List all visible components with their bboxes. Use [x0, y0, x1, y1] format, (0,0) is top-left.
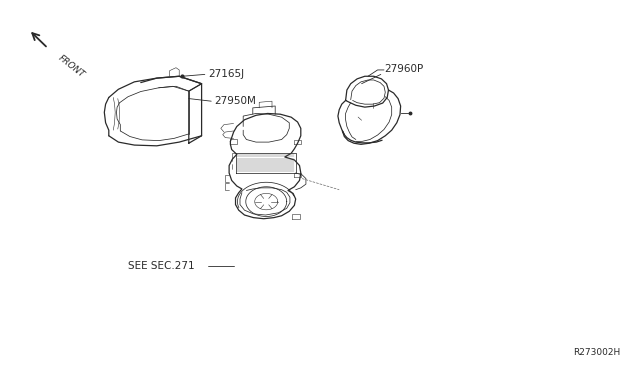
Text: 27950M: 27950M [214, 96, 256, 106]
Text: FRONT: FRONT [56, 54, 86, 80]
Text: R273002H: R273002H [573, 348, 621, 357]
Text: 27165J: 27165J [208, 70, 244, 79]
Text: SEE SEC.271: SEE SEC.271 [128, 261, 195, 271]
Text: 27960P: 27960P [384, 64, 423, 74]
